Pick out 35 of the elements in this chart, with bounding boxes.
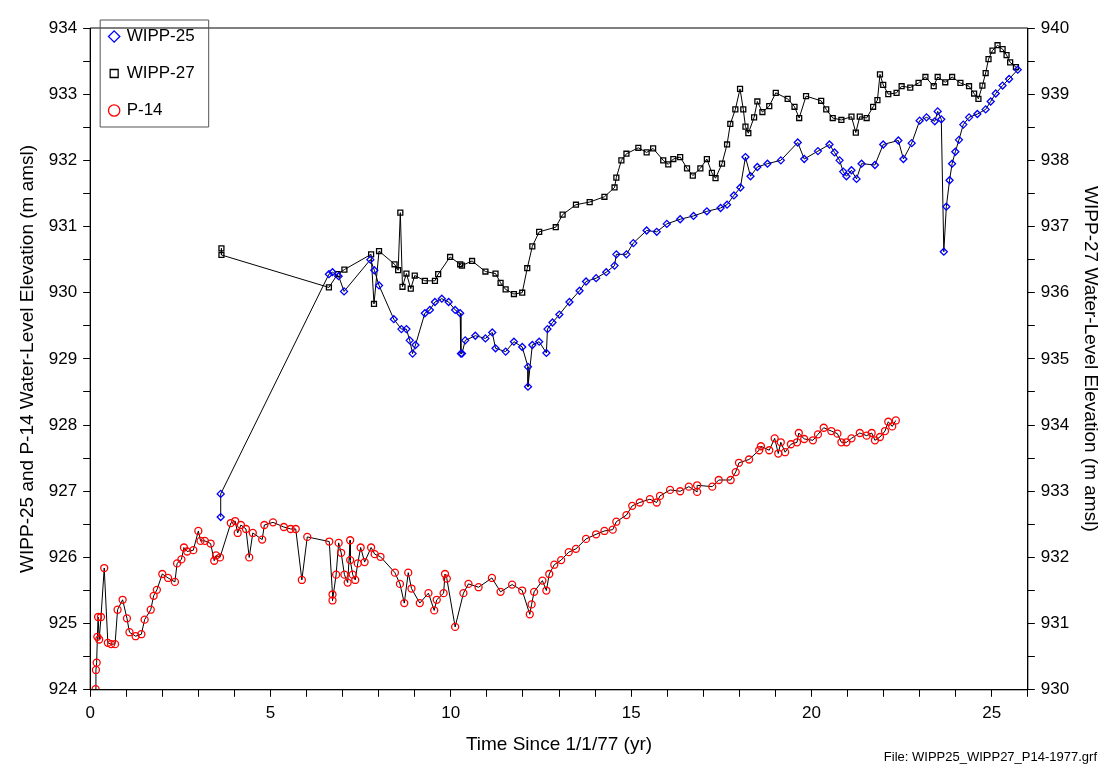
y-tick-label: 934 [48,17,78,37]
y-tick-label: 926 [48,547,78,567]
y2-tick-label: 940 [1040,17,1070,37]
y-tick-label: 932 [48,150,78,170]
y2-tick-label: 938 [1040,150,1070,170]
x-tick-label: 15 [621,702,641,722]
legend-label: P-14 [126,100,163,120]
y-tick-label: 927 [48,480,78,500]
legend-label: WIPP-27 [126,63,195,83]
legend-label: WIPP-25 [126,26,195,46]
x-axis-title: Time Since 1/1/77 (yr) [465,732,653,754]
x-tick-label: 10 [441,702,461,722]
y-tick-label: 925 [48,613,78,633]
y-tick-label: 929 [48,348,78,368]
y2-tick-label: 930 [1040,679,1070,699]
x-tick-label: 0 [85,702,95,722]
y2-tick-label: 932 [1040,547,1070,567]
y-tick-label: 924 [48,679,78,699]
y2-tick-label: 931 [1040,613,1070,633]
y-axis-title: WIPP-25 and P-14 Water-Level Elevation (m amsl) [15,144,37,573]
text: File: WIPP25_WIPP27_P14-1977.grf [883,749,1098,765]
y2-tick-label: 933 [1040,480,1070,500]
x-tick-label: 20 [801,702,821,722]
y2-axis-title: WIPP-27 Water-Level Elevation (m amsl) [1081,186,1103,532]
y2-tick-label: 934 [1040,414,1070,434]
y2-tick-label: 939 [1040,83,1070,103]
y-tick-label: 931 [48,216,78,236]
y2-tick-label: 936 [1040,282,1070,302]
y2-tick-label: 937 [1040,216,1070,236]
y-tick-label: 928 [48,414,78,434]
x-tick-label: 25 [982,702,1002,722]
x-tick-label: 5 [265,702,276,722]
y-tick-label: 933 [48,83,78,103]
y-tick-label: 930 [48,282,78,302]
y2-tick-label: 935 [1040,348,1070,368]
